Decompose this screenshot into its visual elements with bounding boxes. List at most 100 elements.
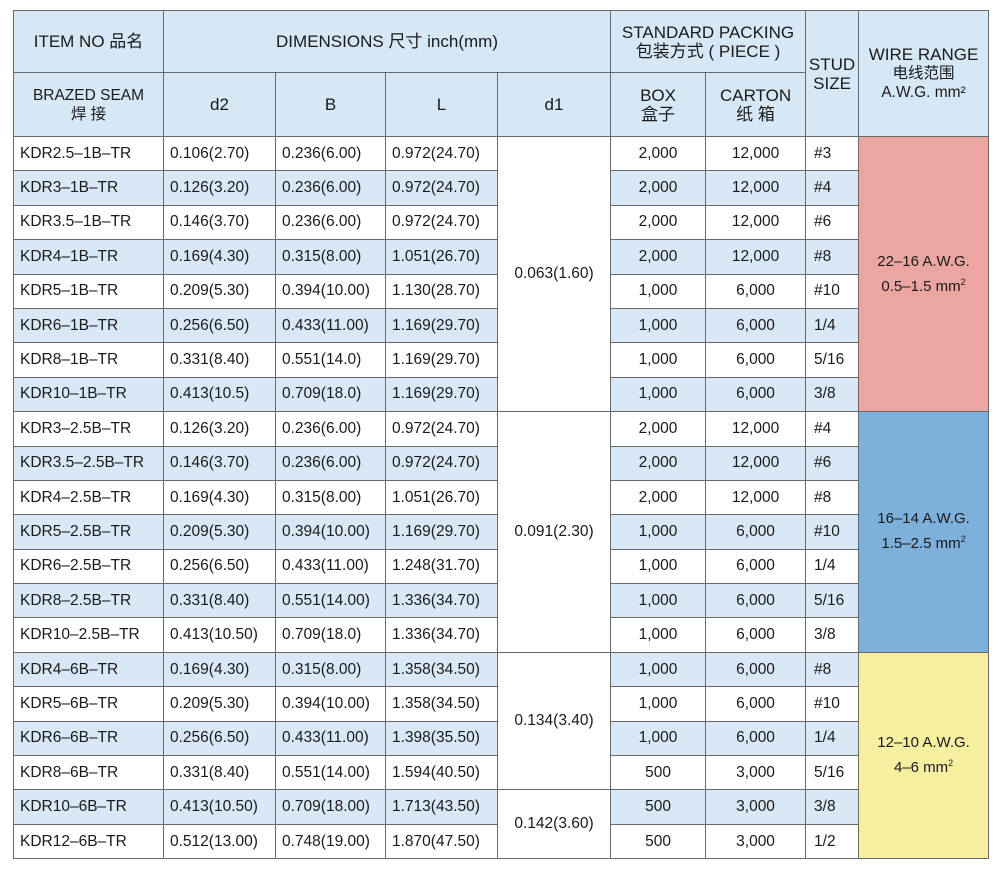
box-cell: 1,000 (610, 342, 707, 378)
d2-cell: 0.126(3.20) (163, 411, 276, 447)
l-cell: 0.972(24.70) (385, 411, 498, 447)
box-cell: 2,000 (610, 204, 707, 241)
b-cell: 0.433(11.00) (275, 548, 386, 585)
box-cell: 1,000 (610, 720, 707, 757)
box-cell: 1,000 (610, 548, 707, 585)
stud-size-cell: 1/4 (805, 548, 860, 585)
item-no-cell: KDR3.5–2.5B–TR (13, 445, 164, 481)
d2-cell: 0.413(10.50) (163, 789, 276, 825)
b-cell: 0.433(11.00) (275, 307, 386, 344)
d2-cell: 0.146(3.70) (163, 445, 276, 481)
d1-cell: 0.134(3.40) (496, 651, 612, 791)
brazed-seam-header: BRAZED SEAM 焊 接 (13, 72, 164, 137)
table-row: KDR10–2.5B–TR 0.413(10.50) 0.709(18.0) 1.33… (13, 617, 989, 653)
carton-cell: 3,000 (705, 755, 807, 791)
d1-header: d1 (496, 72, 612, 137)
d2-cell: 0.256(6.50) (163, 307, 276, 344)
box-cell: 2,000 (610, 170, 707, 206)
carton-cell: 12,000 (705, 239, 807, 275)
d2-cell: 0.106(2.70) (163, 135, 276, 172)
d2-cell: 0.169(4.30) (163, 479, 276, 516)
b-cell: 0.748(19.00) (275, 823, 386, 860)
dimensions-header: DIMENSIONS 尺寸 inch(mm) (162, 10, 612, 73)
l-cell: 1.248(31.70) (385, 548, 498, 585)
box-cell: 1,000 (610, 273, 707, 309)
d2-cell: 0.209(5.30) (163, 686, 276, 722)
l-cell: 0.972(24.70) (385, 135, 498, 172)
carton-cell: 6,000 (705, 583, 807, 619)
item-no-cell: KDR6–6B–TR (13, 720, 164, 757)
item-no-cell: KDR3.5–1B–TR (13, 204, 164, 241)
stud-label: STUD (808, 54, 856, 74)
b-cell: 0.709(18.0) (275, 617, 386, 653)
item-no-cell: KDR3–2.5B–TR (13, 411, 164, 447)
carton-cell: 12,000 (705, 445, 807, 481)
carton-label: CARTON (719, 85, 792, 105)
item-no-cell: KDR4–6B–TR (13, 651, 164, 688)
stud-size-cell: #6 (805, 445, 860, 481)
carton-cell: 12,000 (705, 135, 807, 172)
l-cell: 0.972(24.70) (385, 204, 498, 241)
item-no-cell: KDR8–1B–TR (13, 342, 164, 378)
carton-cell: 12,000 (705, 411, 807, 447)
wire-mm2-label: 0.5–1.5 mm2 (860, 272, 988, 297)
l-cell: 1.130(28.70) (385, 273, 498, 309)
table-row: KDR12–6B–TR 0.512(13.00) 0.748(19.00) 1.870… (13, 823, 989, 860)
carton-cell: 12,000 (705, 479, 807, 516)
table-row: KDR6–2.5B–TR 0.256(6.50) 0.433(11.00) 1.248… (13, 548, 989, 585)
wire-mm2-value: 4–6 mm (893, 759, 949, 777)
product-spec-table: ITEM NO 品名 DIMENSIONS 尺寸 inch(mm) STANDA… (13, 10, 990, 860)
stud-size-cell: #4 (805, 411, 860, 447)
d1-cell: 0.063(1.60) (496, 135, 612, 413)
item-no-cell: KDR4–1B–TR (13, 239, 164, 275)
l-header: L (385, 72, 498, 137)
stud-size-cell: 5/16 (805, 342, 860, 378)
carton-cell: 6,000 (705, 514, 807, 550)
item-no-cell: KDR5–6B–TR (13, 686, 164, 722)
b-cell: 0.236(6.00) (275, 135, 386, 172)
item-no-cell: KDR5–2.5B–TR (13, 514, 164, 550)
stud-size-cell: 5/16 (805, 755, 860, 791)
d2-cell: 0.331(8.40) (163, 342, 276, 378)
d1-cell: 0.142(3.60) (496, 789, 612, 860)
b-cell: 0.551(14.0) (275, 342, 386, 378)
stud-size-header: STUD SIZE (805, 10, 860, 137)
item-no-cell: KDR6–2.5B–TR (13, 548, 164, 585)
l-cell: 1.713(43.50) (385, 789, 498, 825)
stud-size-cell: #8 (805, 651, 860, 688)
carton-cell: 6,000 (705, 720, 807, 757)
l-cell: 1.358(34.50) (385, 686, 498, 722)
d2-cell: 0.331(8.40) (163, 755, 276, 791)
item-no-header: ITEM NO 品名 (13, 10, 164, 73)
d2-cell: 0.146(3.70) (163, 204, 276, 241)
d2-cell: 0.169(4.30) (163, 651, 276, 688)
box-cell: 2,000 (610, 135, 707, 172)
box-cell: 500 (610, 755, 707, 791)
box-header: BOX 盒子 (610, 72, 707, 137)
box-cell: 1,000 (610, 651, 707, 688)
l-cell: 1.398(35.50) (385, 720, 498, 757)
box-cell: 1,000 (610, 583, 707, 619)
brazed-seam-label: BRAZED SEAM (32, 86, 145, 104)
table-row: KDR4–6B–TR 0.169(4.30) 0.315(8.00) 1.358(34… (13, 651, 990, 860)
b-header: B (275, 72, 386, 137)
b-cell: 0.315(8.00) (275, 651, 386, 688)
standard-packing-label: STANDARD PACKING (621, 22, 795, 42)
wire-mm2-label: 1.5–2.5 mm2 (860, 529, 988, 554)
stud-size-cell: 3/8 (805, 789, 860, 825)
b-cell: 0.709(18.00) (275, 789, 386, 825)
stud-size-cell: #8 (805, 479, 860, 516)
d2-cell: 0.256(6.50) (163, 720, 276, 757)
carton-cell: 6,000 (705, 686, 807, 722)
d2-cell: 0.331(8.40) (163, 583, 276, 619)
item-no-cell: KDR10–2.5B–TR (13, 617, 164, 653)
table-row: KDR4–1B–TR 0.169(4.30) 0.315(8.00) 1.051(26… (13, 239, 989, 275)
stud-size-cell: #10 (805, 273, 860, 309)
stud-size-cell: #4 (805, 170, 860, 206)
l-cell: 1.169(29.70) (385, 376, 498, 413)
squared-superscript: 2 (960, 534, 966, 545)
item-no-cell: KDR10–6B–TR (13, 789, 164, 825)
table-row: KDR5–1B–TR 0.209(5.30) 0.394(10.00) 1.130(2… (13, 273, 989, 309)
d2-cell: 0.256(6.50) (163, 548, 276, 585)
b-cell: 0.433(11.00) (275, 720, 386, 757)
